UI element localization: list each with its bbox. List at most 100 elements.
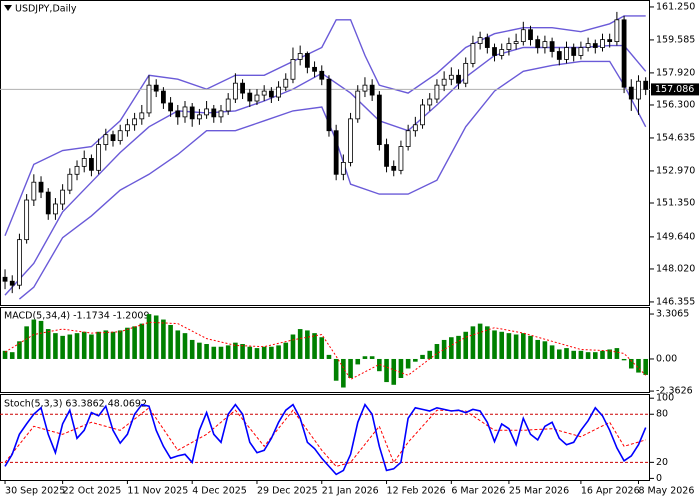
y-tick-label: 149.640 <box>656 231 695 242</box>
macd-bar <box>362 356 368 359</box>
stoch-panel <box>0 394 650 481</box>
macd-bar <box>477 323 483 359</box>
band-line <box>4 15 646 236</box>
candle-body <box>470 43 476 64</box>
y-tick-label: 152.970 <box>656 165 695 176</box>
candle-body <box>139 112 145 120</box>
candle-body <box>528 29 533 41</box>
candle-body <box>549 41 555 52</box>
macd-bar <box>297 329 303 359</box>
candle-body <box>110 134 116 142</box>
x-tick-label: 16 Apr 2026 <box>581 486 640 497</box>
macd-bar <box>391 358 397 385</box>
candle-body <box>585 43 591 48</box>
band-line <box>18 60 647 300</box>
macd-bar <box>398 358 404 378</box>
candle-body <box>542 41 548 48</box>
candle-body <box>319 70 325 80</box>
x-tick-label: 11 Nov 2025 <box>127 486 188 497</box>
candle-body <box>556 51 562 60</box>
macd-bar <box>319 337 325 359</box>
candle-body <box>240 82 245 94</box>
macd-title: MACD(5,34,4) -1.1734 -1.2009 <box>4 311 149 322</box>
macd-bar <box>492 330 497 359</box>
macd-bar <box>470 326 476 359</box>
x-tick-label: 6 Mar 2026 <box>451 486 505 497</box>
candle-body <box>17 239 22 286</box>
macd-bar <box>9 352 15 359</box>
macd-bar <box>369 356 375 359</box>
macd-bar <box>592 352 598 359</box>
macd-bar <box>225 345 231 359</box>
macd-bar <box>146 314 152 359</box>
candle-body <box>333 130 339 175</box>
macd-bar <box>211 346 217 359</box>
macd-bar <box>161 319 166 359</box>
candle-body <box>211 108 217 118</box>
macd-bar <box>233 342 238 359</box>
macd-bar <box>413 358 418 362</box>
candle-body <box>463 62 469 84</box>
macd-bar <box>261 346 267 359</box>
candle-body <box>182 106 188 118</box>
price-panel <box>0 0 650 306</box>
candle-body <box>254 94 260 102</box>
x-tick-label: 21 Jan 2026 <box>322 486 379 497</box>
macd-bar <box>614 348 620 359</box>
macd-bar <box>117 330 123 359</box>
candle-body <box>535 39 541 48</box>
macd-bar <box>578 350 584 359</box>
macd-bar <box>24 326 29 359</box>
y-tick-label: 156.300 <box>656 99 695 110</box>
y-tick-label: -2.3626 <box>656 386 693 397</box>
symbol-icon <box>4 5 12 11</box>
candle-body <box>261 90 267 96</box>
candle-body <box>312 66 317 72</box>
macd-bar <box>96 331 101 359</box>
macd-bar <box>89 334 94 359</box>
y-tick-label: 157.920 <box>656 67 695 78</box>
candle-body <box>204 108 209 116</box>
x-tick-label: 4 Dec 2025 <box>192 486 247 497</box>
macd-bar <box>305 330 310 359</box>
candle-body <box>564 47 569 60</box>
macd-bar <box>434 344 440 359</box>
candle-body <box>297 53 303 60</box>
candle-body <box>405 130 411 147</box>
macd-bar <box>571 350 576 359</box>
y-tick-label: 0.00 <box>656 353 677 364</box>
macd-bar <box>139 323 145 359</box>
macd-bar <box>463 331 469 359</box>
candle-body <box>276 86 281 98</box>
candle-body <box>9 280 15 286</box>
candle-body <box>38 181 44 193</box>
candle-body <box>247 92 253 102</box>
candle-body <box>434 84 440 100</box>
x-tick-label: 8 May 2026 <box>638 486 694 497</box>
macd-bar <box>499 331 505 359</box>
y-tick-label: 161.250 <box>656 1 695 12</box>
candle-body <box>132 118 138 126</box>
macd-bar <box>283 342 289 359</box>
macd-bar <box>542 341 548 359</box>
macd-bar <box>405 358 411 369</box>
macd-bar <box>456 335 461 359</box>
macd-bar <box>441 339 447 359</box>
candle-body <box>628 86 634 100</box>
macd-bar <box>168 324 173 359</box>
signal-line <box>4 407 646 467</box>
band-line <box>4 44 647 296</box>
macd-bar <box>254 348 260 359</box>
candle-body <box>146 84 152 114</box>
macd-bar <box>607 349 612 359</box>
y-tick-label: 80 <box>656 409 668 420</box>
macd-bar <box>197 342 202 359</box>
candle-body <box>520 29 526 42</box>
candle-body <box>506 43 512 50</box>
candle-body <box>283 78 289 88</box>
candle-body <box>600 39 605 48</box>
macd-bar <box>125 327 130 359</box>
x-tick-label: 29 Dec 2025 <box>257 486 318 497</box>
candle-body <box>326 78 332 132</box>
macd-bar <box>420 354 425 359</box>
